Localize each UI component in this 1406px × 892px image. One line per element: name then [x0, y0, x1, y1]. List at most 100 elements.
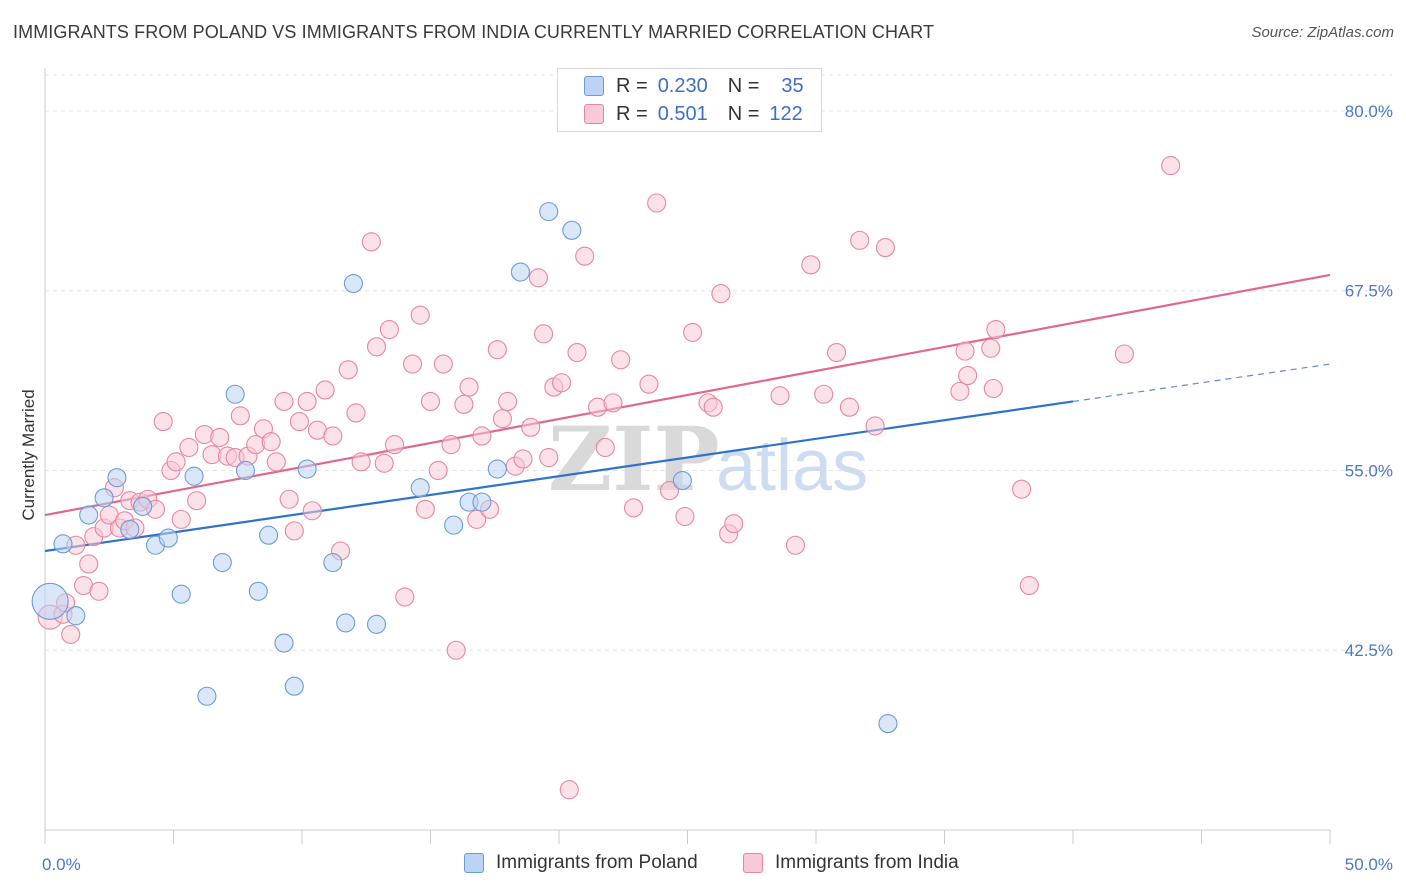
poland-point	[366, 614, 387, 634]
india-point	[1019, 575, 1039, 596]
poland-swatch	[464, 853, 484, 873]
poland-point	[53, 534, 73, 554]
poland-point	[672, 470, 692, 491]
poland-point	[444, 515, 464, 535]
poland-point	[343, 273, 363, 294]
y-axis-title: Currently Married	[19, 389, 38, 520]
india-point	[492, 409, 513, 429]
trend-lines	[44, 273, 1331, 553]
india-point	[647, 193, 667, 213]
india-point	[187, 491, 207, 511]
india-point	[379, 319, 399, 340]
india-point	[675, 506, 695, 527]
india-swatch	[743, 853, 763, 873]
poland-point	[31, 582, 69, 620]
poland-point	[562, 220, 582, 240]
poland-point	[274, 633, 294, 653]
india-point	[623, 498, 644, 518]
poland-point	[259, 525, 279, 545]
india-point	[703, 397, 723, 417]
y-tick-label: 67.5%	[1345, 282, 1393, 301]
poland-swatch	[584, 76, 604, 96]
poland-point	[107, 468, 127, 488]
poland-trend-extension	[1072, 363, 1331, 403]
legend-label-poland: Immigrants from Poland	[496, 852, 698, 873]
india-n-value: 122	[769, 102, 803, 125]
india-point	[346, 403, 366, 423]
n-label: N =	[727, 102, 760, 125]
x-tick-label: 0.0%	[42, 855, 81, 874]
poland-point	[158, 528, 178, 548]
legend-label-india: Immigrants from India	[775, 852, 959, 873]
india-point	[297, 391, 317, 411]
legend-item-poland: Immigrants from Poland	[464, 852, 698, 874]
india-point	[639, 374, 659, 394]
india-point	[513, 449, 533, 469]
india-point	[865, 416, 885, 436]
india-point	[986, 319, 1006, 340]
poland-n-value: 35	[781, 74, 804, 97]
india-point	[428, 460, 448, 481]
india-point	[611, 350, 631, 370]
india-point	[459, 377, 479, 397]
india-point	[266, 452, 286, 472]
poland-point	[248, 581, 268, 601]
poland-point	[171, 584, 191, 604]
india-point	[801, 255, 821, 275]
india-point	[323, 426, 343, 446]
r-label: R =	[616, 74, 648, 97]
india-point	[981, 338, 1001, 358]
poland-point	[539, 202, 559, 222]
india-point	[498, 391, 518, 411]
india-point	[261, 432, 281, 452]
poland-point	[297, 459, 317, 479]
india-point	[246, 435, 266, 455]
india-point	[683, 322, 703, 342]
india-point	[433, 354, 453, 374]
correlation-legend: R = 0.230 N = 35 R = 0.501 N = 122	[557, 68, 822, 132]
india-point	[374, 453, 394, 473]
india-point	[950, 381, 970, 401]
data-points	[31, 156, 1181, 800]
ticks	[44, 830, 1331, 844]
india-point	[402, 354, 423, 374]
india-point	[1114, 344, 1134, 364]
poland-point	[878, 714, 898, 734]
india-point	[595, 437, 615, 458]
india-point	[446, 640, 466, 660]
india-point	[1161, 156, 1181, 176]
india-point	[770, 386, 790, 406]
legend-item-india: Immigrants from India	[743, 852, 959, 874]
india-point	[171, 509, 191, 529]
poland-r-value: 0.230	[657, 74, 708, 97]
india-point	[415, 499, 435, 519]
y-tick-label: 55.0%	[1345, 461, 1393, 480]
india-point	[289, 412, 309, 432]
india-point	[89, 581, 109, 601]
india-point	[420, 391, 441, 411]
india-point	[839, 397, 859, 417]
india-point	[521, 417, 541, 437]
india-point	[528, 268, 548, 288]
x-tick-label: 50.0%	[1345, 855, 1393, 874]
india-point	[274, 391, 294, 411]
india-point	[410, 305, 430, 325]
india-point	[487, 340, 507, 360]
poland-point	[410, 478, 430, 498]
india-point	[603, 393, 623, 413]
india-point	[539, 447, 559, 468]
india-point	[958, 366, 978, 386]
india-point	[467, 509, 487, 529]
watermark-atlas: atlas	[716, 426, 868, 506]
india-point	[454, 394, 474, 414]
watermark-zip: ZIP	[548, 407, 720, 511]
poland-point	[235, 460, 256, 481]
india-point	[179, 437, 199, 458]
y-tick-label: 80.0%	[1345, 102, 1393, 121]
poland-point	[184, 466, 204, 486]
poland-point	[323, 552, 343, 573]
india-point	[659, 481, 680, 501]
tick-labels: 42.5% 55.0% 67.5% 80.0% 0.0% 50.0%	[42, 102, 1393, 874]
